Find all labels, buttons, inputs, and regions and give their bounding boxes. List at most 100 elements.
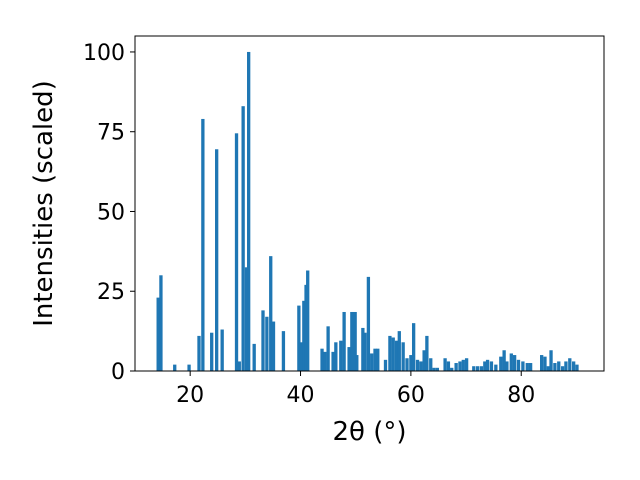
y-tick-label: 50 bbox=[97, 200, 125, 225]
y-tick-label: 75 bbox=[97, 121, 125, 146]
bar bbox=[446, 361, 451, 371]
bar bbox=[361, 327, 365, 371]
bar bbox=[461, 359, 465, 371]
bar bbox=[234, 133, 239, 371]
bar bbox=[237, 361, 241, 371]
bar bbox=[483, 361, 487, 371]
bar bbox=[197, 335, 201, 371]
bar bbox=[173, 364, 177, 371]
plot-frame bbox=[134, 35, 605, 372]
bar bbox=[391, 337, 395, 371]
bar bbox=[334, 342, 338, 371]
bar bbox=[261, 310, 265, 371]
bar bbox=[489, 361, 494, 371]
bar bbox=[512, 355, 517, 371]
bar bbox=[516, 359, 521, 371]
bar bbox=[494, 364, 498, 371]
bar bbox=[401, 342, 405, 371]
bar bbox=[156, 297, 160, 371]
bar bbox=[560, 366, 565, 371]
bar bbox=[479, 366, 484, 371]
bar bbox=[281, 331, 286, 371]
bar bbox=[302, 300, 306, 371]
bar bbox=[432, 367, 436, 371]
bar bbox=[572, 361, 576, 371]
bar bbox=[435, 367, 440, 371]
bar bbox=[485, 359, 490, 371]
bar bbox=[419, 361, 423, 371]
bar bbox=[499, 356, 503, 371]
bar bbox=[347, 347, 351, 371]
bar bbox=[355, 355, 359, 371]
bar bbox=[575, 364, 579, 371]
bar bbox=[269, 256, 273, 371]
bar bbox=[543, 356, 547, 371]
bar bbox=[422, 350, 426, 371]
bar bbox=[472, 366, 476, 371]
bar bbox=[546, 366, 550, 371]
x-axis-label: 2θ (°) bbox=[332, 417, 406, 447]
bar bbox=[299, 342, 304, 371]
bar bbox=[443, 358, 447, 371]
bar bbox=[568, 358, 572, 371]
bar bbox=[201, 118, 205, 371]
bar bbox=[271, 321, 276, 371]
bar bbox=[252, 343, 256, 371]
bar bbox=[528, 363, 533, 371]
bar bbox=[304, 284, 308, 371]
x-tick-label: 80 bbox=[507, 383, 535, 408]
bar bbox=[388, 335, 392, 371]
bar bbox=[159, 275, 163, 371]
bar bbox=[350, 311, 354, 371]
bar bbox=[415, 359, 420, 371]
y-axis-label: Intensities (scaled) bbox=[29, 80, 59, 327]
bar bbox=[297, 305, 301, 371]
x-tick-label: 40 bbox=[287, 383, 315, 408]
x-tick-label: 20 bbox=[176, 383, 204, 408]
bar bbox=[549, 350, 553, 371]
bar bbox=[411, 323, 416, 371]
y-tick-label: 25 bbox=[97, 280, 125, 305]
bar bbox=[454, 363, 458, 371]
bar bbox=[521, 361, 525, 371]
bar bbox=[397, 331, 401, 371]
bar bbox=[353, 311, 357, 371]
bar bbox=[505, 361, 509, 371]
bar bbox=[429, 358, 433, 371]
bar bbox=[502, 350, 506, 371]
bar bbox=[331, 351, 335, 371]
bar bbox=[215, 149, 219, 371]
bar bbox=[564, 361, 568, 371]
bar bbox=[241, 106, 245, 371]
bar bbox=[247, 51, 251, 371]
bar bbox=[425, 335, 429, 371]
bar bbox=[376, 348, 380, 371]
bar bbox=[553, 363, 557, 371]
bar bbox=[450, 367, 454, 371]
bar bbox=[540, 355, 544, 371]
bar bbox=[509, 353, 513, 371]
bar bbox=[323, 351, 327, 371]
x-axis-ticks: 20 40 60 80 bbox=[176, 371, 535, 408]
y-axis-ticks: 0 25 50 75 100 bbox=[83, 41, 135, 385]
bar bbox=[475, 366, 480, 371]
bar bbox=[187, 364, 191, 371]
bar bbox=[405, 358, 409, 371]
bar bbox=[306, 270, 310, 371]
bar bbox=[458, 361, 462, 371]
bar bbox=[342, 311, 346, 371]
bar bbox=[409, 355, 413, 371]
bar bbox=[363, 332, 367, 371]
bar bbox=[394, 340, 399, 371]
y-tick-label: 0 bbox=[111, 360, 125, 385]
bar bbox=[320, 348, 324, 371]
bar bbox=[244, 267, 249, 371]
bar bbox=[339, 340, 343, 371]
bar bbox=[557, 361, 561, 371]
bar bbox=[373, 348, 377, 371]
bar bbox=[464, 358, 469, 371]
bar bbox=[370, 353, 374, 371]
bar bbox=[326, 326, 330, 371]
bar bbox=[265, 316, 269, 371]
